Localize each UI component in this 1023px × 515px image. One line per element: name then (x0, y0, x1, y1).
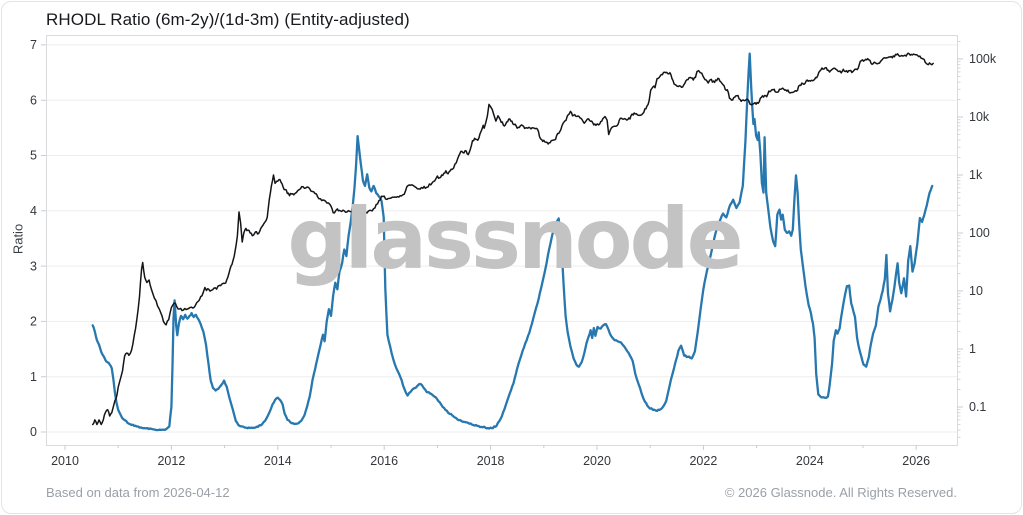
price-line (91, 52, 934, 426)
right-axis-tick-label: 10 (969, 284, 983, 298)
x-axis-tick-label: 2020 (583, 454, 611, 468)
left-axis-tick-label: 2 (30, 315, 37, 329)
copyright-note: © 2026 Glassnode. All Rights Reserved. (724, 485, 957, 500)
x-axis-tick-label: 2018 (477, 454, 505, 468)
x-axis-tick-label: 2022 (689, 454, 717, 468)
chart-canvas[interactable]: 0 1 2 3 4 5 6 7 0.1 1 10 100 1k 10k 100k 2010 2012 2014 20… (2, 2, 1022, 474)
x-axis-tick-label: 2012 (157, 454, 185, 468)
left-axis-tick-label: 4 (30, 204, 37, 218)
right-axis-tick-label: 1k (969, 168, 983, 182)
right-axis-tick-label: 1 (969, 342, 976, 356)
data-date-note: Based on data from 2026-04-12 (46, 485, 230, 500)
right-axis-tick-label: 0.1 (969, 400, 986, 414)
rhodl-ratio-line (91, 52, 934, 432)
x-axis-tick-label: 2014 (264, 454, 292, 468)
left-axis-tick-label: 5 (30, 149, 37, 163)
left-axis-tick-label: 3 (30, 259, 37, 273)
left-axis-tick-label: 7 (30, 38, 37, 52)
x-axis-tick-label: 2016 (370, 454, 398, 468)
x-axis-tick-label: 2024 (796, 454, 824, 468)
x-axis-tick-label: 2010 (51, 454, 79, 468)
left-axis-tick-label: 6 (30, 93, 37, 107)
right-axis-tick-label: 100 (969, 226, 990, 240)
x-axis-tick-label: 2026 (902, 454, 930, 468)
chart-title: RHODL Ratio (6m-2y)/(1d-3m) (Entity-adju… (46, 10, 410, 29)
right-axis-tick-label: 100k (969, 52, 997, 66)
right-axis-tick-label: 10k (969, 110, 990, 124)
left-axis-tick-label: 0 (30, 425, 37, 439)
plot-frame (46, 35, 958, 446)
left-axis-tick-label: 1 (30, 370, 37, 384)
